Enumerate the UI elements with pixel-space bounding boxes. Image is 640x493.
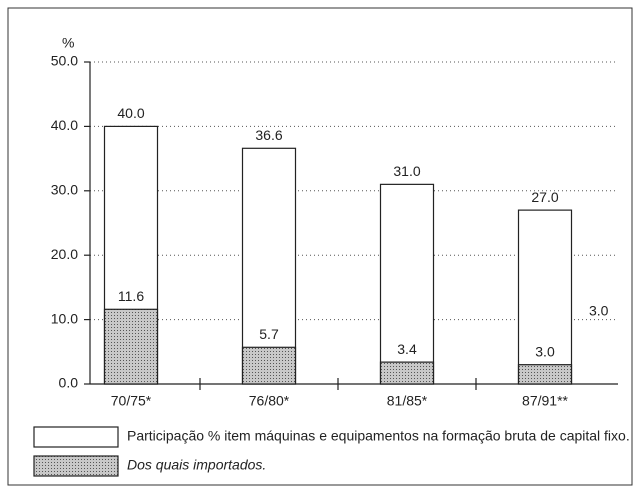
value-label: 11.6: [118, 288, 144, 304]
legend-swatch: [33, 426, 119, 448]
value-label: 27.0: [531, 189, 558, 205]
annotation: 3.0: [589, 303, 609, 319]
value-label: 31.0: [393, 163, 420, 179]
value-label: 3.0: [535, 343, 555, 359]
bar: [241, 346, 297, 385]
bar: [103, 308, 159, 385]
value-label: 3.4: [397, 341, 417, 357]
y-tick-label: 0.0: [59, 375, 79, 391]
legend-swatch: [33, 455, 119, 477]
bar: [379, 183, 435, 385]
value-label: 36.6: [255, 127, 282, 143]
y-tick-label: 40.0: [51, 117, 78, 133]
y-tick-label: 30.0: [51, 182, 78, 198]
x-tick-label: 87/91**: [522, 393, 568, 409]
bar: [517, 364, 573, 385]
value-label: 40.0: [117, 105, 144, 121]
x-tick-label: 81/85*: [387, 393, 428, 409]
x-tick-label: 76/80*: [249, 393, 290, 409]
x-tick-label: 70/75*: [111, 393, 152, 409]
frame: [7, 7, 633, 486]
legend-label: Participação % item máquinas e equipamen…: [127, 428, 630, 444]
value-label: 5.7: [259, 326, 279, 342]
bar: [241, 147, 297, 385]
y-axis-label: %: [62, 35, 74, 51]
bar: [379, 361, 435, 385]
y-tick-label: 20.0: [51, 246, 78, 262]
y-tick-label: 10.0: [51, 310, 78, 326]
bar: [517, 209, 573, 385]
legend-label: Dos quais importados.: [127, 457, 266, 473]
y-tick-label: 50.0: [51, 53, 78, 69]
